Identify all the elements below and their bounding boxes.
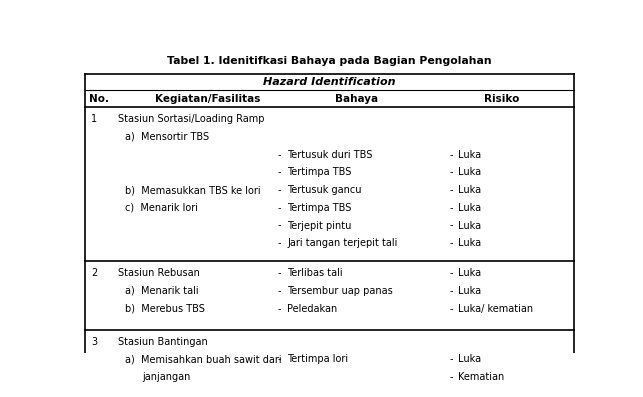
Text: 3: 3 <box>91 337 98 347</box>
Text: janjangan: janjangan <box>143 372 191 382</box>
Text: -: - <box>449 150 453 160</box>
Text: Luka: Luka <box>458 268 481 278</box>
Text: Luka: Luka <box>458 355 481 364</box>
Text: -: - <box>277 185 281 195</box>
Text: a)  Mensortir TBS: a) Mensortir TBS <box>125 132 210 142</box>
Text: -: - <box>449 203 453 213</box>
Text: a)  Menarik tali: a) Menarik tali <box>125 286 199 296</box>
Text: -: - <box>449 185 453 195</box>
Text: Tersembur uap panas: Tersembur uap panas <box>287 286 393 296</box>
Text: Kegiatan/Fasilitas: Kegiatan/Fasilitas <box>155 94 260 104</box>
Text: Terjepit pintu: Terjepit pintu <box>287 221 352 231</box>
Text: Luka: Luka <box>458 150 481 160</box>
Text: Kematian: Kematian <box>458 372 504 382</box>
Text: -: - <box>277 168 281 177</box>
Text: Luka: Luka <box>458 168 481 177</box>
Text: -: - <box>277 238 281 248</box>
Text: -: - <box>277 286 281 296</box>
Text: Peledakan: Peledakan <box>287 304 338 314</box>
Text: Stasiun Sortasi/Loading Ramp: Stasiun Sortasi/Loading Ramp <box>118 114 264 124</box>
Text: Tertimpa TBS: Tertimpa TBS <box>287 168 352 177</box>
Text: -: - <box>277 221 281 231</box>
Text: Tertimpa lori: Tertimpa lori <box>287 355 349 364</box>
Text: -: - <box>449 268 453 278</box>
Text: Luka: Luka <box>458 185 481 195</box>
Text: b)  Memasukkan TBS ke lori: b) Memasukkan TBS ke lori <box>125 185 261 195</box>
Text: -: - <box>277 355 281 364</box>
Text: -: - <box>277 150 281 160</box>
Text: -: - <box>277 268 281 278</box>
Text: -: - <box>277 203 281 213</box>
Text: Stasiun Bantingan: Stasiun Bantingan <box>118 337 208 347</box>
Text: -: - <box>277 304 281 314</box>
Text: -: - <box>449 372 453 382</box>
Text: Jari tangan terjepit tali: Jari tangan terjepit tali <box>287 238 397 248</box>
Text: -: - <box>449 238 453 248</box>
Text: -: - <box>449 168 453 177</box>
Text: 1: 1 <box>91 114 98 124</box>
Text: Tertimpa TBS: Tertimpa TBS <box>287 203 352 213</box>
Text: -: - <box>449 221 453 231</box>
Text: Luka/ kematian: Luka/ kematian <box>458 304 533 314</box>
Text: -: - <box>449 286 453 296</box>
Text: 2: 2 <box>91 268 98 278</box>
Text: No.: No. <box>89 94 109 104</box>
Text: Bahaya: Bahaya <box>336 94 379 104</box>
Text: Luka: Luka <box>458 286 481 296</box>
Text: Tertusuk gancu: Tertusuk gancu <box>287 185 361 195</box>
Text: Luka: Luka <box>458 203 481 213</box>
Text: Luka: Luka <box>458 238 481 248</box>
Text: Stasiun Rebusan: Stasiun Rebusan <box>118 268 199 278</box>
Text: Risiko: Risiko <box>484 94 519 104</box>
Text: Tertusuk duri TBS: Tertusuk duri TBS <box>287 150 372 160</box>
Text: b)  Merebus TBS: b) Merebus TBS <box>125 304 205 314</box>
Text: Luka: Luka <box>458 221 481 231</box>
Text: c)  Menarik lori: c) Menarik lori <box>125 203 198 213</box>
Text: -: - <box>449 304 453 314</box>
Text: Hazard Identification: Hazard Identification <box>263 77 396 87</box>
Text: -: - <box>449 355 453 364</box>
Text: Tabel 1. Idenitifkasi Bahaya pada Bagian Pengolahan: Tabel 1. Idenitifkasi Bahaya pada Bagian… <box>167 56 492 66</box>
Text: Terlibas tali: Terlibas tali <box>287 268 343 278</box>
Text: a)  Memisahkan buah sawit dari: a) Memisahkan buah sawit dari <box>125 355 282 364</box>
